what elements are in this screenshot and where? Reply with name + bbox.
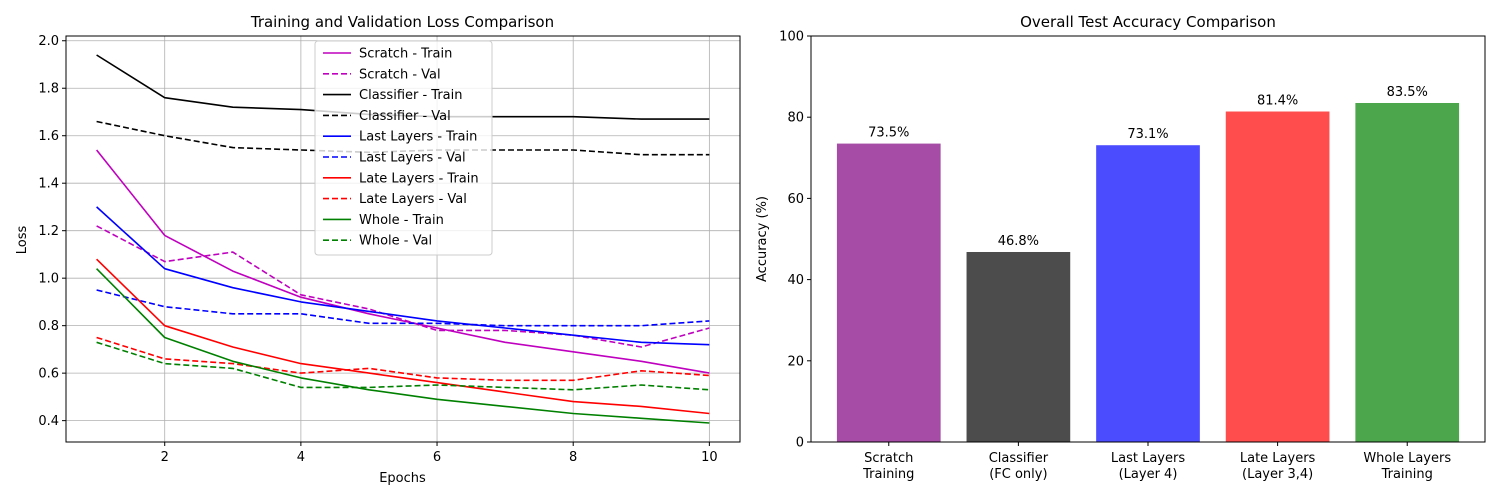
line-chart-frame [65,35,741,443]
line-chart-xlabel: Epochs [379,471,426,486]
bar-value-label: 83.5% [1387,85,1428,100]
bar-chart-y-tick-label: 100 [779,30,804,45]
line-chart-x-tick-label: 8 [569,450,577,465]
bar-chart-bars: 73.5% 46.8% 73.1% 81.4% 83.5% [836,85,1460,443]
bar-category-label: Late Layers [1240,451,1316,466]
bar-category-label: Last Layers [1111,451,1185,466]
bar [966,251,1071,442]
legend-box [314,40,493,256]
line-chart-y-tick-label: 0.8 [38,319,59,334]
bar-chart-y-tick-label: 40 [787,273,804,288]
bar-category-label: (Layer 3,4) [1242,467,1313,482]
bar-value-label: 73.1% [1127,127,1168,142]
legend-label: Scratch - Val [359,67,441,82]
series-line-whole-val [96,341,710,391]
legend-label: Late Layers - Val [359,192,467,207]
bar-chart-title: Overall Test Accuracy Comparison [1020,13,1276,31]
bar-chart-ticks: 020406080100ScratchTrainingClassifier(FC… [779,30,1451,483]
line-chart-y-tick-label: 1.0 [38,272,59,287]
line-chart-y-tick-label: 0.4 [38,414,59,429]
bar-category-label: (Layer 4) [1119,467,1178,482]
line-chart-y-tick-label: 0.6 [38,367,59,382]
bar-chart-frame [810,35,1486,443]
bar [836,143,941,442]
legend-label: Last Layers - Train [359,130,477,145]
bar-category-label: Scratch [864,451,913,466]
series-line-late-layers-train [96,258,710,415]
bar-value-label: 46.8% [998,234,1039,249]
bar [1355,102,1460,443]
line-chart-legend: Scratch - Train Scratch - Val Classifier -… [314,40,493,256]
bar-category-label: (FC only) [989,467,1047,482]
line-chart-y-tick-label: 1.8 [38,82,59,97]
bar-category-label: Whole Layers [1363,451,1451,466]
legend-label: Classifier - Val [359,109,451,124]
line-chart-ylabel: Loss [15,226,30,255]
loss-line-chart: Training and Validation Loss Comparison … [15,13,741,486]
line-chart-x-tick-label: 10 [701,450,718,465]
line-chart-title: Training and Validation Loss Comparison [250,13,554,31]
legend-label: Last Layers - Val [359,151,466,166]
bar-value-label: 73.5% [868,126,909,141]
bar-value-label: 81.4% [1257,94,1298,109]
line-chart-ticks: 2 4 6 8 10 0.4 0.6 0.8 1.0 1.2 1.4 1.6 1.8 2.0 [38,34,717,465]
series-line-late-layers-val [96,336,710,382]
bar-chart-y-tick-label: 60 [787,192,804,207]
line-chart-x-tick-label: 2 [161,450,169,465]
line-chart-y-tick-label: 1.6 [38,129,59,144]
legend-label: Late Layers - Train [359,171,479,186]
bar-category-label: Classifier [989,451,1049,466]
legend-label: Whole - Train [359,213,444,228]
series-line-last-layers-val [96,289,710,327]
line-chart-y-tick-label: 1.4 [38,177,59,192]
bar-chart-y-tick-label: 20 [787,354,804,369]
legend-label: Whole - Val [359,234,432,249]
line-chart-y-tick-label: 1.2 [38,224,59,239]
bar-chart-ylabel: Accuracy (%) [755,196,770,282]
line-chart-series [95,54,710,424]
bar-category-label: Training [1381,467,1433,482]
legend-label: Classifier - Train [359,88,463,103]
series-line-whole-train [96,268,710,424]
line-chart-x-tick-label: 4 [297,450,305,465]
series-line-last-layers-train [96,206,710,346]
line-chart-y-tick-label: 2.0 [38,34,59,49]
bar [1096,145,1200,443]
line-chart-x-tick-label: 6 [433,450,441,465]
bar-chart-y-tick-label: 80 [787,111,804,126]
series-line-scratch-train [95,149,710,374]
series-line-scratch-val [96,225,710,348]
accuracy-bar-chart: Overall Test Accuracy Comparison Accurac… [755,13,1486,483]
bar-category-label: Training [862,467,914,482]
legend-label: Scratch - Train [359,47,452,62]
bar-chart-y-tick-label: 0 [796,436,804,451]
bar [1225,111,1330,443]
